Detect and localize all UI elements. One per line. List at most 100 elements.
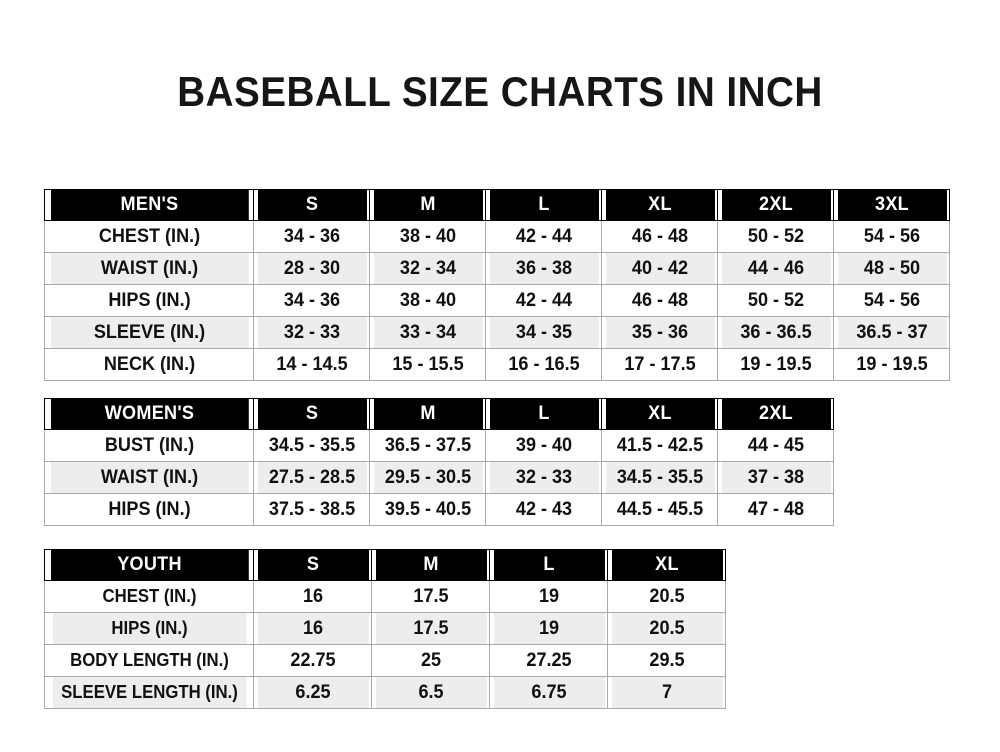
measurement-cell: 27.5 - 28.5 — [255, 461, 368, 494]
table-row: CHEST (IN.) 16 17.5 19 20.5 — [45, 580, 726, 613]
womens-size-header-xl: XL — [603, 398, 716, 430]
measurement-cell: 34.5 - 35.5 — [255, 429, 368, 462]
womens-measurement-label: WAIST (IN.) — [49, 461, 249, 494]
measurement-cell: 54 - 56 — [835, 220, 948, 253]
table-row: HIPS (IN.) 16 17.5 19 20.5 — [45, 612, 726, 645]
measurement-cell: 17 - 17.5 — [603, 348, 716, 381]
youth-measurement-label: BODY LENGTH (IN.) — [51, 644, 247, 677]
measurement-cell: 39.5 - 40.5 — [371, 493, 484, 526]
measurement-cell: 29.5 — [609, 644, 724, 677]
measurement-cell: 17.5 — [373, 580, 488, 613]
measurement-cell: 15 - 15.5 — [371, 348, 484, 381]
measurement-cell: 17.5 — [373, 612, 488, 645]
measurement-cell: 20.5 — [609, 612, 724, 645]
table-row: BUST (IN.) 34.5 - 35.5 36.5 - 37.5 39 - 40 4… — [45, 429, 834, 462]
mens-category-header: MEN'S — [49, 189, 249, 221]
measurement-cell: 6.75 — [491, 676, 606, 709]
measurement-cell: 37.5 - 38.5 — [255, 493, 368, 526]
measurement-cell: 16 — [255, 580, 370, 613]
womens-measurement-label: HIPS (IN.) — [49, 493, 249, 526]
mens-size-header-3xl: 3XL — [835, 189, 948, 221]
mens-size-header-xl: XL — [603, 189, 716, 221]
measurement-cell: 48 - 50 — [835, 252, 948, 285]
measurement-cell: 22.75 — [255, 644, 370, 677]
measurement-cell: 50 - 52 — [719, 284, 832, 317]
measurement-cell: 20.5 — [609, 580, 724, 613]
measurement-cell: 46 - 48 — [603, 284, 716, 317]
measurement-cell: 38 - 40 — [371, 220, 484, 253]
measurement-cell: 36 - 38 — [487, 252, 600, 285]
measurement-cell: 47 - 48 — [719, 493, 832, 526]
mens-header-row: MEN'S S M L XL 2XL 3XL — [45, 189, 950, 221]
measurement-cell: 25 — [373, 644, 488, 677]
measurement-cell: 19 - 19.5 — [719, 348, 832, 381]
mens-size-header-s: S — [255, 189, 368, 221]
measurement-cell: 7 — [609, 676, 724, 709]
measurement-cell: 40 - 42 — [603, 252, 716, 285]
womens-size-header-2xl: 2XL — [719, 398, 832, 430]
measurement-cell: 34 - 36 — [255, 220, 368, 253]
womens-category-header: WOMEN'S — [49, 398, 249, 430]
table-row: WAIST (IN.) 27.5 - 28.5 29.5 - 30.5 32 - 33… — [45, 461, 834, 494]
measurement-cell: 41.5 - 42.5 — [603, 429, 716, 462]
table-row: SLEEVE LENGTH (IN.) 6.25 6.5 6.75 7 — [45, 676, 726, 709]
measurement-cell: 34 - 36 — [255, 284, 368, 317]
mens-measurement-label: CHEST (IN.) — [49, 220, 249, 253]
youth-size-header-m: M — [373, 549, 488, 581]
mens-measurement-label: NECK (IN.) — [49, 348, 249, 381]
measurement-cell: 38 - 40 — [371, 284, 484, 317]
mens-table-body: CHEST (IN.) 34 - 36 38 - 40 42 - 44 46 - 48 5… — [45, 220, 950, 381]
measurement-cell: 46 - 48 — [603, 220, 716, 253]
womens-size-header-l: L — [487, 398, 600, 430]
measurement-cell: 19 — [491, 580, 606, 613]
mens-measurement-label: WAIST (IN.) — [49, 252, 249, 285]
mens-measurement-label: HIPS (IN.) — [49, 284, 249, 317]
table-row: SLEEVE (IN.) 32 - 33 33 - 34 34 - 35 35 - 36… — [45, 316, 950, 349]
womens-measurement-label: BUST (IN.) — [49, 429, 249, 462]
measurement-cell: 34 - 35 — [487, 316, 600, 349]
measurement-cell: 35 - 36 — [603, 316, 716, 349]
womens-size-table: WOMEN'S S M L XL 2XL BUST (IN.) 34.5 - 35.5 36.… — [44, 398, 834, 526]
measurement-cell: 19 — [491, 612, 606, 645]
womens-table-head: WOMEN'S S M L XL 2XL — [45, 398, 834, 430]
mens-size-header-2xl: 2XL — [719, 189, 832, 221]
measurement-cell: 14 - 14.5 — [255, 348, 368, 381]
youth-measurement-label: CHEST (IN.) — [51, 580, 247, 613]
measurement-cell: 19 - 19.5 — [835, 348, 948, 381]
measurement-cell: 16 - 16.5 — [487, 348, 600, 381]
youth-table-head: YOUTH S M L XL — [45, 549, 726, 581]
table-row: WAIST (IN.) 28 - 30 32 - 34 36 - 38 40 - 42 4… — [45, 252, 950, 285]
table-row: NECK (IN.) 14 - 14.5 15 - 15.5 16 - 16.5 17 … — [45, 348, 950, 381]
measurement-cell: 44.5 - 45.5 — [603, 493, 716, 526]
measurement-cell: 34.5 - 35.5 — [603, 461, 716, 494]
measurement-cell: 29.5 - 30.5 — [371, 461, 484, 494]
mens-size-table: MEN'S S M L XL 2XL 3XL CHEST (IN.) 34 - 36 38 - … — [44, 189, 950, 381]
measurement-cell: 6.25 — [255, 676, 370, 709]
mens-size-header-l: L — [487, 189, 600, 221]
table-row: BODY LENGTH (IN.) 22.75 25 27.25 29.5 — [45, 644, 726, 677]
youth-size-header-s: S — [255, 549, 370, 581]
measurement-cell: 28 - 30 — [255, 252, 368, 285]
measurement-cell: 33 - 34 — [371, 316, 484, 349]
measurement-cell: 44 - 46 — [719, 252, 832, 285]
measurement-cell: 42 - 44 — [487, 284, 600, 317]
measurement-cell: 44 - 45 — [719, 429, 832, 462]
measurement-cell: 54 - 56 — [835, 284, 948, 317]
youth-measurement-label: HIPS (IN.) — [51, 612, 247, 645]
womens-size-header-s: S — [255, 398, 368, 430]
mens-size-header-m: M — [371, 189, 484, 221]
measurement-cell: 32 - 33 — [487, 461, 600, 494]
measurement-cell: 32 - 34 — [371, 252, 484, 285]
measurement-cell: 32 - 33 — [255, 316, 368, 349]
page-title: BASEBALL SIZE CHARTS IN INCH — [177, 68, 823, 115]
measurement-cell: 36 - 36.5 — [719, 316, 832, 349]
youth-size-header-xl: XL — [609, 549, 724, 581]
measurement-cell: 50 - 52 — [719, 220, 832, 253]
table-row: HIPS (IN.) 34 - 36 38 - 40 42 - 44 46 - 48 50… — [45, 284, 950, 317]
youth-category-header: YOUTH — [49, 549, 249, 581]
mens-measurement-label: SLEEVE (IN.) — [49, 316, 249, 349]
table-row: HIPS (IN.) 37.5 - 38.5 39.5 - 40.5 42 - 43 4… — [45, 493, 834, 526]
measurement-cell: 36.5 - 37.5 — [371, 429, 484, 462]
measurement-cell: 36.5 - 37 — [835, 316, 948, 349]
youth-size-table: YOUTH S M L XL CHEST (IN.) 16 17.5 19 20.5 HIPS (… — [44, 549, 726, 709]
